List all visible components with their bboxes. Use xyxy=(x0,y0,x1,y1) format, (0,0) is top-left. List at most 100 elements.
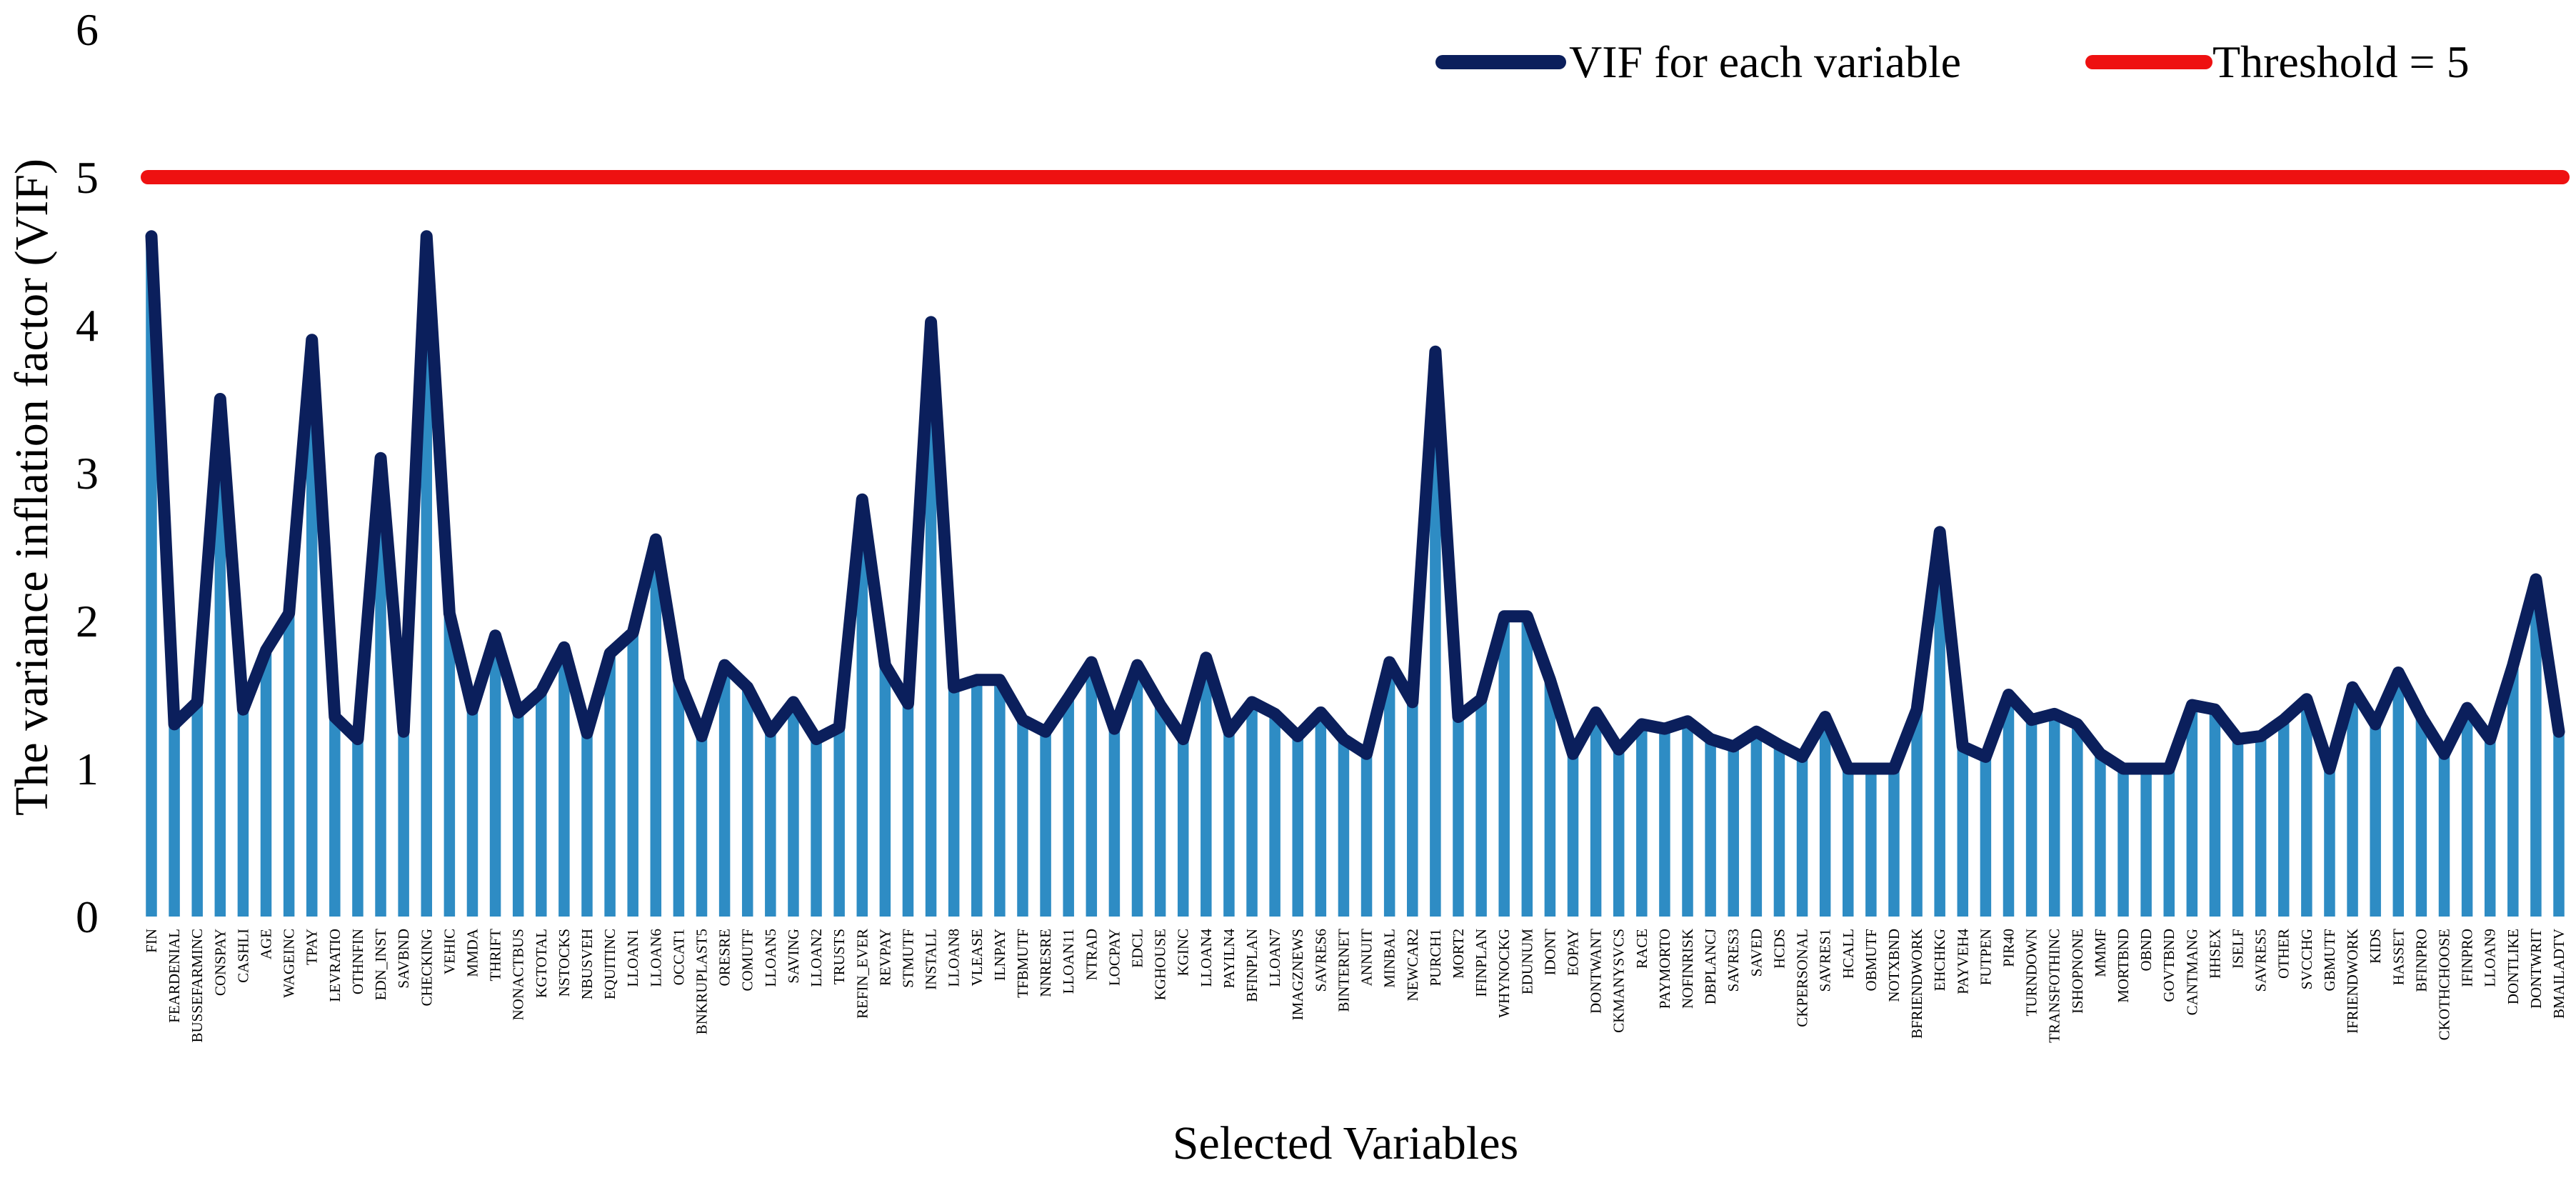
x-tick-label: BFINPRO xyxy=(2412,929,2430,992)
x-tick-label: HCALL xyxy=(1840,929,1857,979)
bar-paymorto xyxy=(1659,729,1670,917)
x-tick-label: IMAGZNEWS xyxy=(1289,929,1306,1020)
legend: VIF for each variable Threshold = 5 xyxy=(1435,36,2470,87)
x-tick-label: MINBAL xyxy=(1381,929,1398,988)
x-tick-label: LLOAN2 xyxy=(808,929,825,987)
bar-refin-ever xyxy=(856,499,868,917)
y-tick-label: 1 xyxy=(76,744,99,794)
y-tick-label: 3 xyxy=(76,448,99,499)
x-tick-label: RACE xyxy=(1633,929,1650,969)
x-tick-label: LLOAN6 xyxy=(647,929,664,987)
bar-saved xyxy=(1750,732,1763,917)
bar-oresre xyxy=(718,665,731,917)
x-tick-label: BMAILADTV xyxy=(2550,929,2567,1019)
bar-trusts xyxy=(833,727,845,917)
bar-locpay xyxy=(1108,729,1121,917)
x-tick-label: PAYMORTO xyxy=(1656,929,1673,1009)
x-tick-label: CANTMANG xyxy=(2183,929,2200,1015)
x-tick-label: EDUNUM xyxy=(1518,929,1535,994)
x-tick-label: HASSET xyxy=(2390,929,2407,986)
x-tick-label: BFRIENDWORK xyxy=(1908,929,1925,1039)
bar-vehic xyxy=(443,613,456,917)
bar-saving xyxy=(788,702,799,917)
x-tick-label: NBUSVEH xyxy=(578,929,596,999)
bar-hcds xyxy=(1773,744,1785,917)
bar-futpen xyxy=(1980,757,1992,917)
x-tick-label: IDONT xyxy=(1541,929,1558,975)
x-tick-label: NOTXBND xyxy=(1885,929,1903,1002)
bar-savres3 xyxy=(1728,746,1739,917)
bar-ilnpay xyxy=(994,679,1006,917)
x-tick-label: SAVRES3 xyxy=(1725,929,1742,992)
x-axis-title: Selected Variables xyxy=(1173,1117,1518,1169)
bar-minbal xyxy=(1383,662,1395,917)
bar-newcar2 xyxy=(1407,702,1418,917)
y-tick-label: 4 xyxy=(76,300,99,351)
x-tick-label: KGTOTAL xyxy=(533,929,550,998)
x-tick-label: IFINPLAN xyxy=(1473,929,1490,997)
x-tick-label: OTHER xyxy=(2275,929,2292,979)
x-tick-label: EHCHKG xyxy=(1931,929,1948,992)
x-tick-label: SAVRES1 xyxy=(1817,929,1834,992)
x-tick-label: SVCCHG xyxy=(2298,929,2315,989)
bar-bfinplan xyxy=(1246,702,1258,917)
bar-stmutf xyxy=(902,703,914,917)
x-tick-label: KGINC xyxy=(1175,929,1192,977)
bar-revpay xyxy=(879,665,891,917)
x-tick-label: PAYILN4 xyxy=(1221,929,1238,989)
x-tick-label: SAVRES5 xyxy=(2252,929,2270,992)
legend-line-label: VIF for each variable xyxy=(1569,36,1961,87)
bar-conspay xyxy=(214,399,226,917)
bar-binternet xyxy=(1338,739,1350,917)
x-tick-label: DONTLIKE xyxy=(2505,929,2522,1004)
y-tick-label: 6 xyxy=(76,4,99,55)
x-tick-label: VLEASE xyxy=(968,929,986,987)
x-tick-label: CKOTHCHOOSE xyxy=(2435,929,2452,1040)
x-tick-label: WHYNOCKG xyxy=(1495,929,1513,1018)
x-tick-label: TRANSFOTHINC xyxy=(2046,929,2063,1043)
x-tick-label: LOCPAY xyxy=(1106,929,1123,986)
bar-comutf xyxy=(741,687,753,917)
bar-gbmutf xyxy=(2324,769,2335,917)
x-tick-label: MORTBND xyxy=(2115,929,2132,1003)
bar-savres6 xyxy=(1315,712,1327,917)
bar-ntrad xyxy=(1086,662,1098,917)
x-tick-label: REFIN_EVER xyxy=(853,929,871,1019)
bar-eopay xyxy=(1567,754,1579,917)
line-layer xyxy=(141,170,2570,775)
bar-payveh4 xyxy=(1957,746,1969,917)
x-tick-label: LLOAN8 xyxy=(946,929,963,987)
x-tick-label: MMDA xyxy=(463,928,481,977)
bar-thrift xyxy=(489,635,501,917)
bar-bfriendwork xyxy=(1911,709,1923,917)
vif-series-line xyxy=(145,230,2565,775)
x-tick-label: TURNDOWN xyxy=(2023,929,2040,1016)
x-tick-label: MMMF xyxy=(2092,929,2109,977)
bar-dontwant xyxy=(1590,712,1602,917)
bar-cashli xyxy=(237,709,249,917)
bar-ifinpro xyxy=(2461,708,2473,917)
bar-kghouse xyxy=(1154,704,1166,917)
bar-othnfin xyxy=(352,739,364,917)
legend-threshold-label: Threshold = 5 xyxy=(2212,36,2470,87)
bar-lloan1 xyxy=(627,632,638,917)
bar-purch1 xyxy=(1430,351,1441,917)
x-tick-label: BUSSEFARMINC xyxy=(189,929,206,1043)
x-tick-label: IFINPRO xyxy=(2459,929,2476,987)
x-tick-label: BNKRUPLAST5 xyxy=(693,929,711,1034)
bar-hasset xyxy=(2392,672,2405,917)
bar-cantmang xyxy=(2186,704,2198,917)
bar-vlease xyxy=(971,679,983,917)
bar-kids xyxy=(2370,724,2381,917)
bar-bmailadtv xyxy=(2553,732,2565,917)
bar-savbnd xyxy=(398,732,409,917)
bar-idont xyxy=(1544,679,1556,917)
bar-kginc xyxy=(1177,739,1189,917)
x-tick-label: LEVRATIO xyxy=(326,929,344,1002)
bar-race xyxy=(1636,724,1648,917)
x-tick-label: HHSEX xyxy=(2206,929,2223,979)
bar-mortbnd xyxy=(2118,769,2129,917)
bar-lloan2 xyxy=(811,739,822,917)
x-tick-label: OTHNFIN xyxy=(349,929,366,994)
